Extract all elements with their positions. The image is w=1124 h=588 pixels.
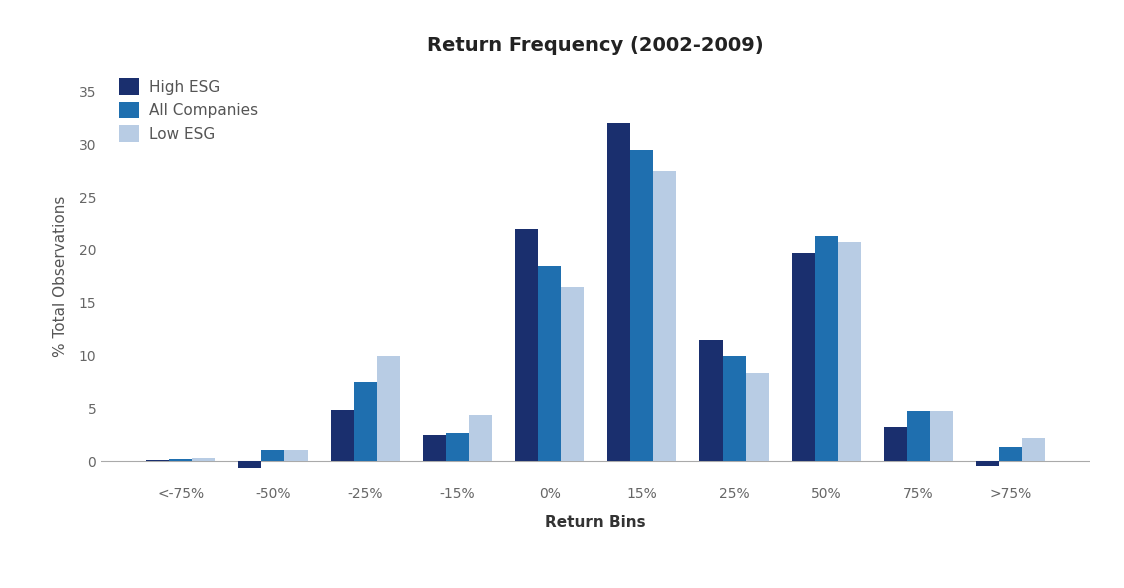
Bar — [999, 447, 1022, 461]
Bar — [515, 229, 538, 461]
Title: Return Frequency (2002-2009): Return Frequency (2002-2009) — [427, 36, 764, 55]
Bar — [330, 410, 354, 461]
Bar — [192, 458, 216, 461]
Bar — [377, 356, 400, 461]
Bar — [631, 150, 653, 461]
Bar — [791, 253, 815, 461]
Bar — [907, 412, 930, 461]
Bar — [170, 459, 192, 461]
Y-axis label: % Total Observations: % Total Observations — [53, 196, 67, 357]
Legend: High ESG, All Companies, Low ESG: High ESG, All Companies, Low ESG — [119, 78, 259, 142]
Bar — [423, 435, 446, 461]
Bar — [446, 433, 469, 461]
X-axis label: Return Bins: Return Bins — [545, 515, 646, 530]
Bar — [976, 461, 999, 466]
Bar — [723, 356, 745, 461]
Bar — [815, 236, 837, 461]
Bar — [653, 171, 677, 461]
Bar — [538, 266, 561, 461]
Bar — [284, 450, 308, 461]
Bar — [883, 427, 907, 461]
Bar — [354, 382, 377, 461]
Bar — [607, 123, 631, 461]
Bar — [745, 373, 769, 461]
Bar — [262, 450, 284, 461]
Bar — [930, 412, 953, 461]
Bar — [837, 242, 861, 461]
Bar — [699, 340, 723, 461]
Bar — [146, 460, 170, 461]
Bar — [561, 287, 584, 461]
Bar — [238, 461, 262, 469]
Bar — [1022, 438, 1045, 461]
Bar — [469, 415, 492, 461]
